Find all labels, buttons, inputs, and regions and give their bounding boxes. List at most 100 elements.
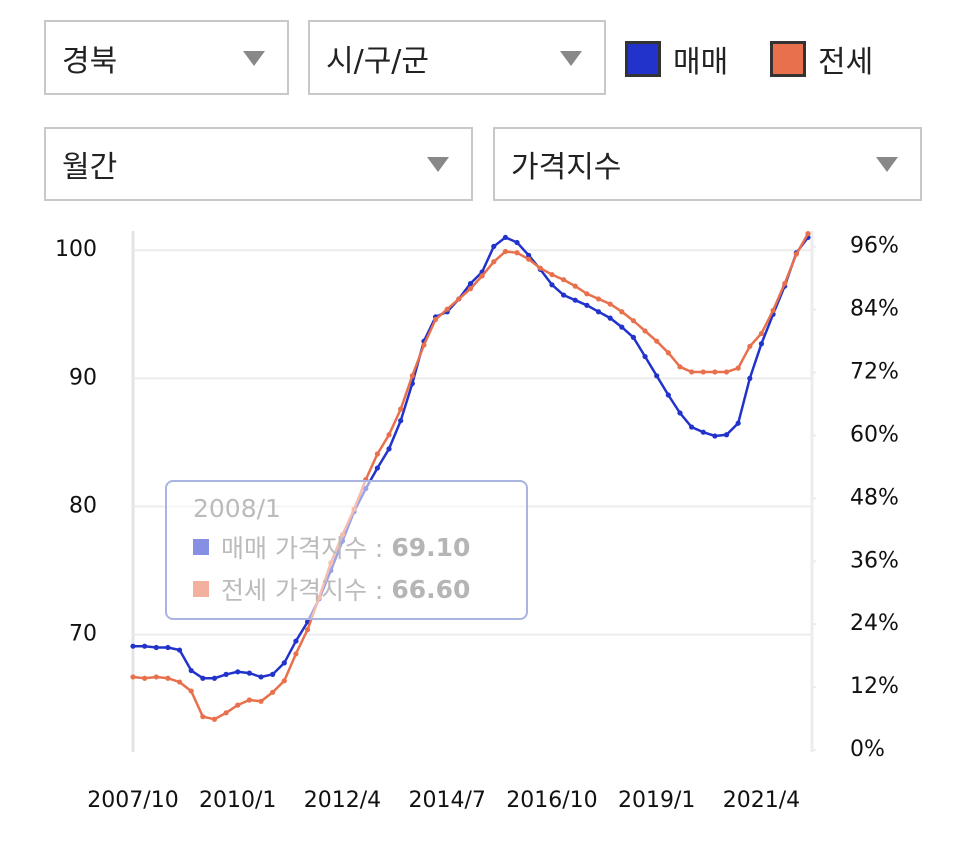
data-point [537,265,543,271]
data-point [700,429,706,435]
data-point [211,716,218,722]
data-point [677,410,683,416]
data-point [444,306,450,312]
data-point [479,273,485,279]
data-point [619,309,625,315]
x-tick-label: 2014/7 [409,788,486,813]
data-point [374,465,380,471]
metric-value: 가격지수 [511,150,622,185]
data-point [398,406,404,412]
data-point [677,364,683,370]
district-select[interactable]: 시/구/군 [308,20,606,95]
region-value: 경북 [62,43,118,79]
data-point [572,297,578,303]
dropdown-arrow [427,157,449,172]
y2-tick-label: 60% [850,422,899,447]
data-point [689,369,695,375]
data-point [770,307,776,314]
data-point [421,342,427,348]
data-point [607,315,613,321]
data-point [235,702,241,708]
data-point [526,252,532,258]
data-point [595,296,602,302]
data-point [805,230,811,237]
data-point [281,660,287,666]
data-point [549,282,555,288]
data-point [595,309,602,315]
data-point [258,674,264,680]
data-point [200,675,206,681]
data-point [747,343,753,349]
data-point [758,341,765,347]
data-point [270,689,276,695]
data-point [386,432,392,438]
tooltip-value: 66.60 [391,574,471,604]
legend-label: 매매 [673,45,729,80]
y2-tick-label: 24% [850,611,899,636]
region-select[interactable]: 경북 [44,20,289,95]
data-point [165,675,171,681]
tooltip-swatch [193,581,209,597]
dropdown-arrow [560,50,582,66]
data-point [793,251,799,257]
data-point [526,256,532,262]
data-point [735,420,741,426]
data-point [654,338,660,344]
y-tick-label: 90 [69,365,97,390]
data-point [502,234,509,241]
tooltip-label: 전세 가격지수 : [221,576,384,605]
data-point [188,667,194,674]
data-point [712,433,718,439]
data-point [642,328,648,334]
period-select[interactable]: 월간 [44,127,473,201]
data-point [153,674,159,680]
x-tick-label: 2021/4 [723,788,800,813]
data-point [723,432,730,438]
data-point [561,292,567,298]
data-point [176,679,183,685]
data-point [398,418,404,424]
data-point [735,365,741,371]
data-point [293,638,299,644]
y2-tick-label: 48% [850,485,899,510]
x-tick-label: 2019/1 [618,788,695,813]
data-point [467,286,474,292]
data-point [572,283,578,289]
data-point [700,369,706,375]
data-point [607,301,613,307]
y2-tick-label: 72% [850,360,899,385]
tooltip-row: 전세 가격지수 :66.60 [193,571,500,607]
y-tick-label: 80 [69,494,97,519]
data-point [130,643,136,649]
data-point [142,675,148,681]
data-point [293,651,299,657]
data-point [549,271,555,278]
data-point [642,353,648,360]
data-point [467,280,474,287]
data-point [304,626,311,633]
legend-item[interactable]: 전세 [770,37,873,81]
legend-swatch [625,41,661,77]
data-point [374,451,380,457]
data-point [561,277,567,283]
data-point [665,392,671,398]
data-point [188,688,194,694]
tooltip-swatch [193,539,209,555]
district-value: 시/구/군 [326,43,430,79]
metric-select[interactable]: 가격지수 [493,127,922,201]
dropdown-arrow [243,50,265,66]
data-point [200,714,206,720]
data-point [165,644,171,651]
data-point [142,643,148,649]
data-point [258,698,264,704]
data-point [130,674,136,680]
data-point [654,373,660,379]
y-tick-label: 70 [69,622,97,647]
legend-item[interactable]: 매매 [625,37,728,81]
data-point [665,350,671,356]
data-point [386,446,392,452]
series-line [132,232,810,721]
data-point [153,644,159,651]
